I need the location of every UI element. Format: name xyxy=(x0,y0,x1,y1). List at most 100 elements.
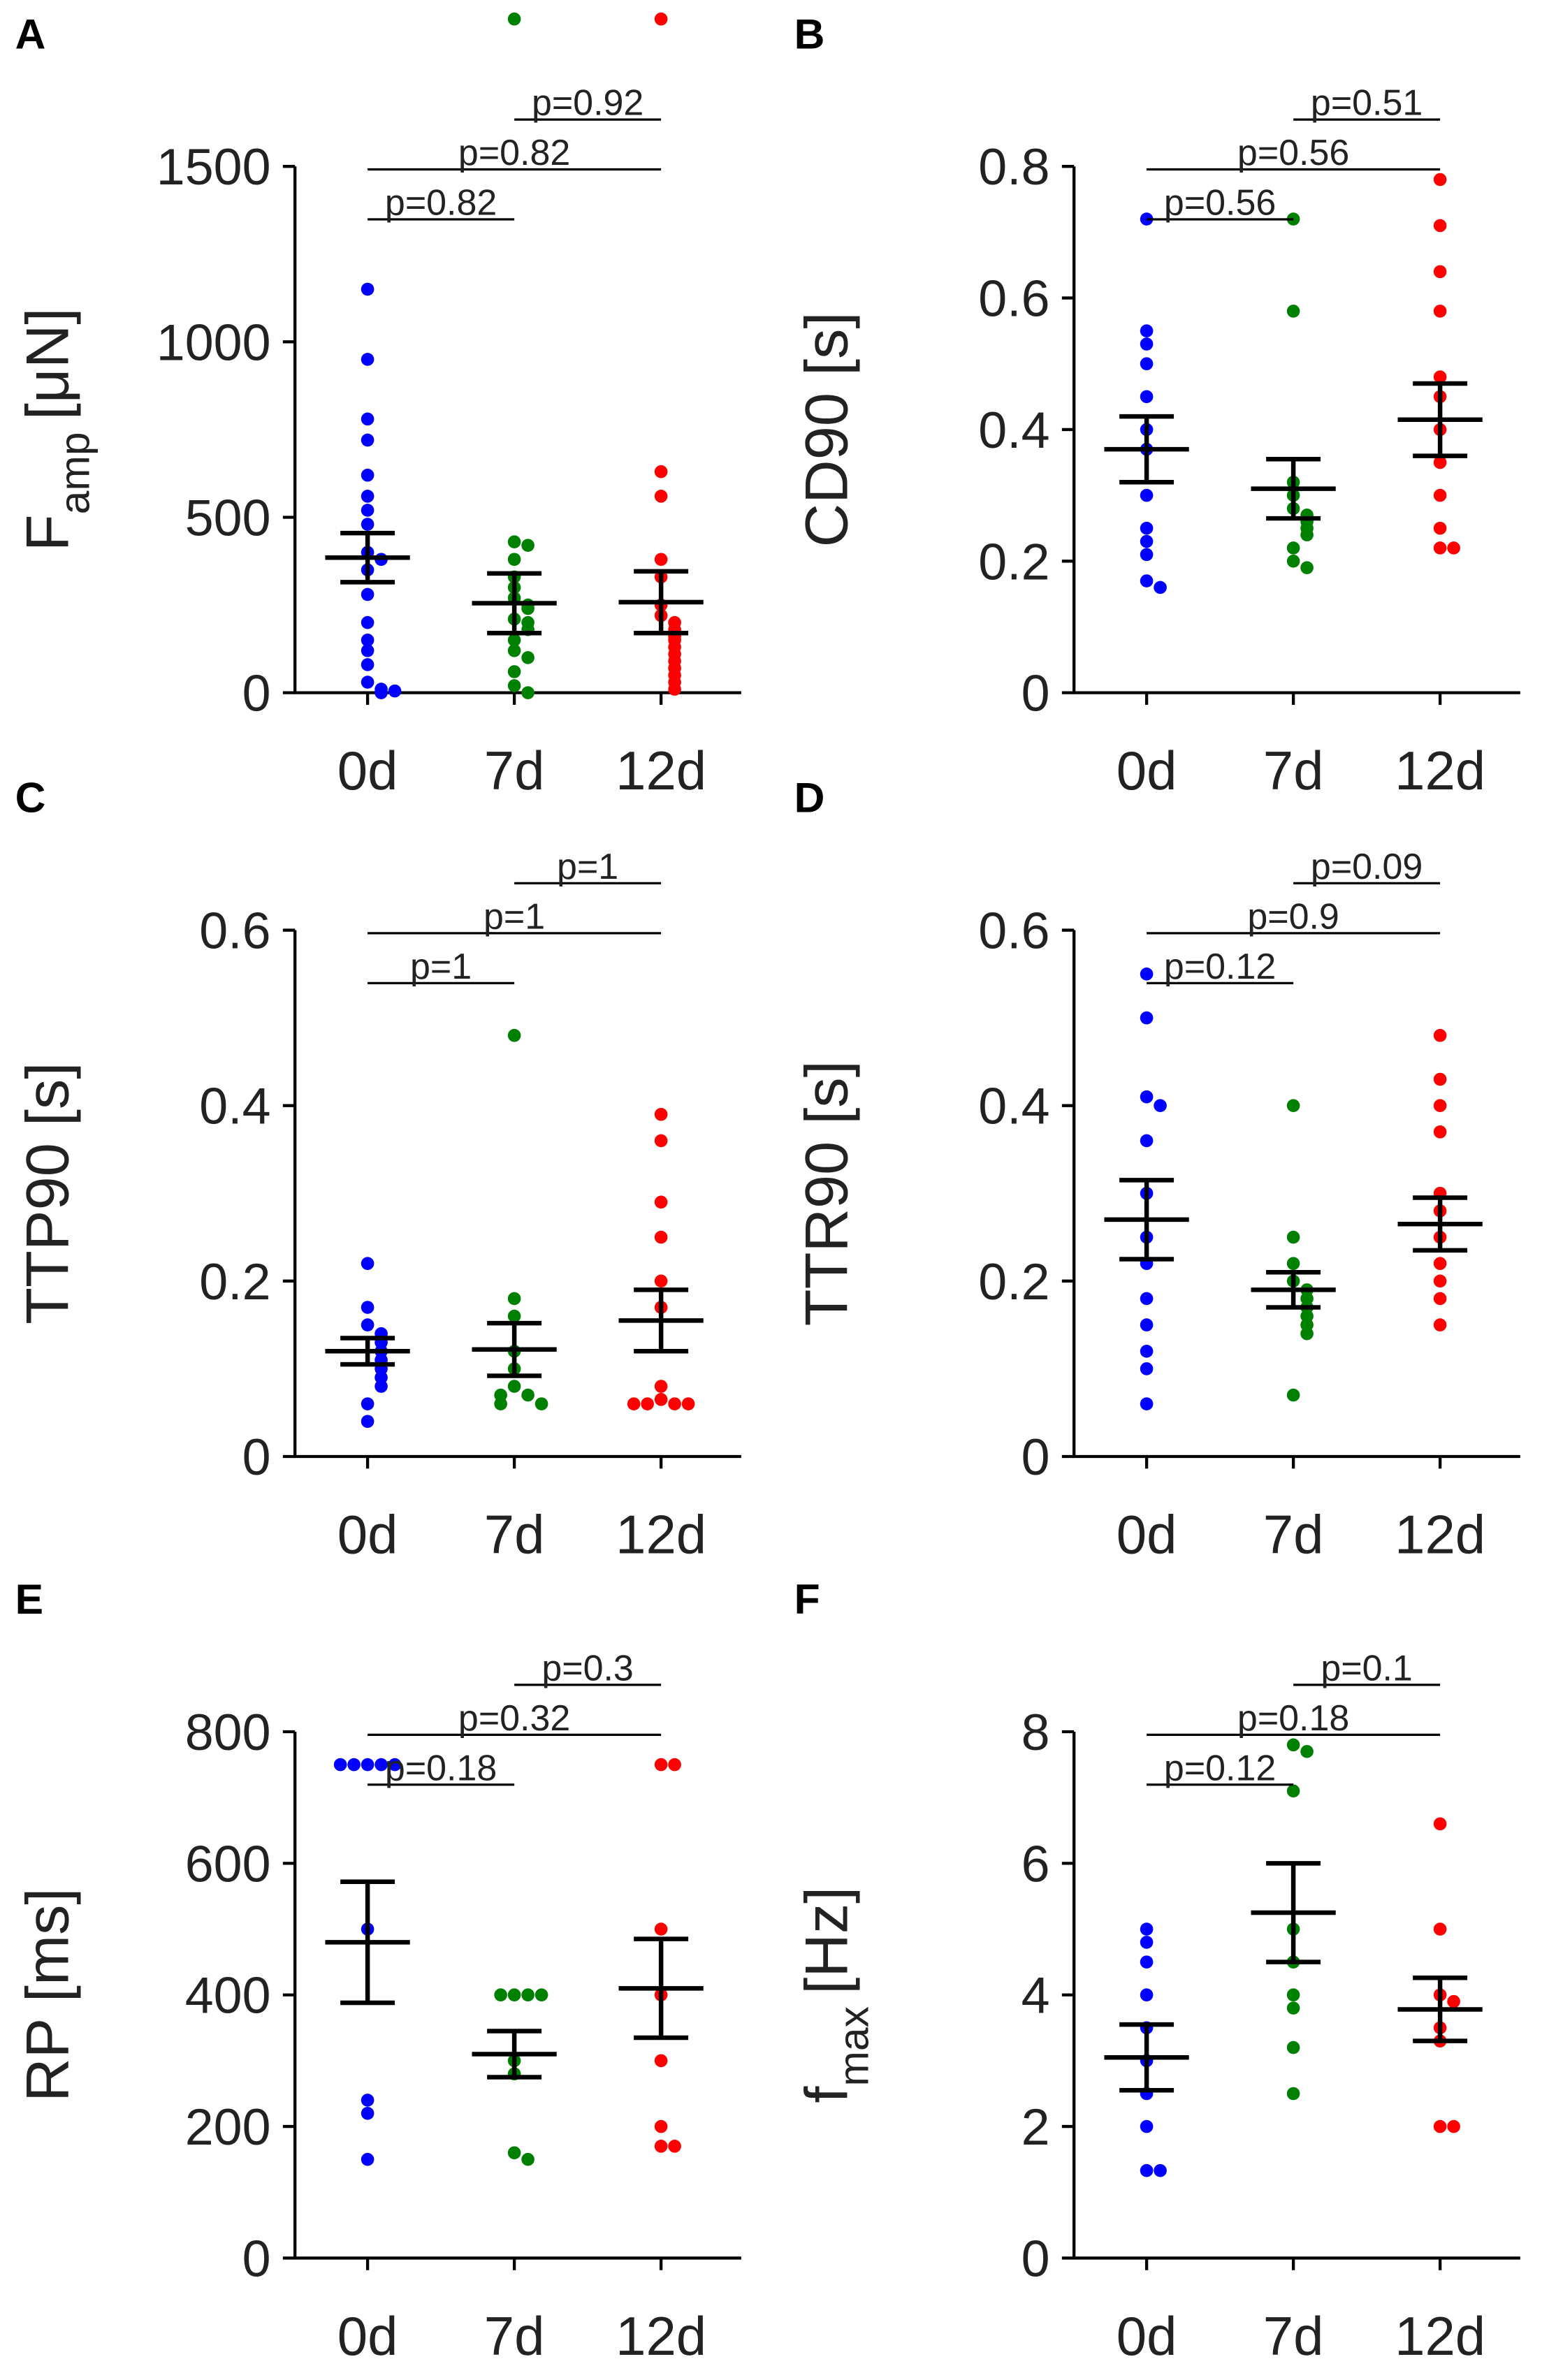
panel: E 0 200 400 600 800 0d 7d 12d RP [ms] p=0.18 p=0.32… xyxy=(14,1575,741,2367)
p-value-label: p=0.82 xyxy=(458,133,570,173)
data-point xyxy=(347,1758,361,1772)
data-point xyxy=(681,1397,695,1410)
data-point xyxy=(1286,1257,1300,1271)
data-point xyxy=(1433,219,1447,233)
error-bar xyxy=(487,2029,542,2080)
p-value-label: p=0.82 xyxy=(385,182,497,223)
data-point xyxy=(668,2140,681,2153)
data-point xyxy=(1286,1738,1300,1752)
y-axis-label: fmax [Hz] xyxy=(793,1887,877,2103)
error-bar xyxy=(340,1879,395,2006)
data-point xyxy=(507,535,521,548)
y-axis-label-part: max xyxy=(830,2006,878,2087)
data-point xyxy=(1286,305,1300,318)
y-axis-label-part: amp xyxy=(51,432,99,514)
x-tick-label: 7d xyxy=(1263,740,1324,801)
x-tick-label: 7d xyxy=(484,2305,545,2367)
y-tick-label: 0 xyxy=(1021,664,1050,722)
data-point xyxy=(641,1397,654,1410)
data-point xyxy=(361,1318,374,1331)
x-tick-label: 12d xyxy=(616,2305,706,2367)
data-point xyxy=(1140,2119,1154,2133)
data-point xyxy=(1140,324,1154,337)
panel-label: B xyxy=(794,10,825,57)
data-point xyxy=(654,1758,668,1772)
data-point xyxy=(507,2146,521,2160)
data-point xyxy=(1140,337,1154,351)
data-point xyxy=(388,1758,402,1772)
x-tick-label: 0d xyxy=(1117,1504,1177,1565)
y-tick-label: 0 xyxy=(242,664,271,722)
y-axis-label-part: f xyxy=(793,2086,860,2103)
x-tick-label: 7d xyxy=(484,740,545,801)
data-point xyxy=(654,1380,668,1393)
data-point xyxy=(361,433,374,447)
data-point xyxy=(1433,265,1447,279)
x-tick-label: 7d xyxy=(484,1504,545,1565)
data-point xyxy=(1300,528,1314,541)
y-tick-label: 200 xyxy=(185,2098,271,2156)
data-point xyxy=(494,1988,507,2002)
data-point xyxy=(507,1380,521,1393)
data-point xyxy=(1140,2163,1154,2177)
x-tick-label: 12d xyxy=(1395,2305,1485,2367)
data-point xyxy=(1433,1257,1447,1271)
error-bar xyxy=(487,1320,542,1378)
panel: C 0 0.2 0.4 0.6 0d 7d 12d TTP90 [s] p=1 p=1 p=1 xyxy=(14,774,741,1565)
y-axis-label-part: CD90 [s] xyxy=(793,312,860,547)
p-value-label: p=0.56 xyxy=(1164,182,1276,223)
y-axis-label: TTP90 [s] xyxy=(14,1063,81,1324)
error-bar xyxy=(1119,414,1175,485)
y-tick-label: 0.4 xyxy=(978,401,1049,459)
data-point xyxy=(654,1922,668,1936)
data-point xyxy=(361,282,374,296)
data-point xyxy=(1140,1922,1154,1936)
data-point xyxy=(1433,173,1447,187)
error-bar xyxy=(1266,1861,1321,1964)
data-point xyxy=(1140,548,1154,562)
y-tick-label: 0.6 xyxy=(199,902,270,960)
y-tick-label: 0 xyxy=(242,2229,271,2287)
p-value-label: p=0.56 xyxy=(1237,133,1349,173)
y-tick-label: 1000 xyxy=(157,313,271,371)
data-point xyxy=(1433,1099,1447,1113)
data-point xyxy=(1140,1292,1154,1306)
data-point xyxy=(521,1388,534,1402)
data-point xyxy=(1433,1292,1447,1306)
error-bar xyxy=(1119,1178,1175,1262)
x-tick-label: 12d xyxy=(616,740,706,801)
panel: B 0 0.2 0.4 0.6 0.8 0d 7d 12d CD90 [s] p=0.56 p=0.5… xyxy=(793,10,1520,801)
error-bar xyxy=(1413,381,1468,458)
panel-label: C xyxy=(15,774,46,822)
data-point xyxy=(668,1397,681,1410)
panel: A 0 500 1000 1500 0d 7d 12d Famp [μN] p=0.82 p=0.82… xyxy=(14,10,741,801)
data-point xyxy=(507,633,521,647)
p-value-label: p=0.32 xyxy=(458,1698,570,1739)
data-point xyxy=(361,1415,374,1429)
data-point xyxy=(1140,1988,1154,2002)
y-tick-label: 1500 xyxy=(157,138,271,196)
x-tick-label: 0d xyxy=(337,2305,398,2367)
data-point xyxy=(654,2119,668,2133)
data-point xyxy=(521,2152,534,2166)
panel-label: F xyxy=(794,1575,820,1623)
data-point xyxy=(654,1393,668,1406)
data-point xyxy=(1140,1397,1154,1410)
data-point xyxy=(361,615,374,629)
data-point xyxy=(1140,968,1154,981)
x-tick-label: 0d xyxy=(1117,740,1177,801)
data-point xyxy=(521,686,534,699)
p-value-label: p=0.51 xyxy=(1311,83,1423,124)
data-point xyxy=(654,465,668,479)
data-point xyxy=(1300,1327,1314,1341)
data-point xyxy=(654,1195,668,1209)
data-point xyxy=(1286,541,1300,555)
data-point xyxy=(361,1758,374,1772)
data-point xyxy=(507,1988,521,2002)
error-bar xyxy=(340,1336,395,1367)
p-value-label: p=0.12 xyxy=(1164,947,1276,987)
y-tick-label: 0 xyxy=(1021,1428,1050,1486)
data-point xyxy=(1140,1955,1154,1969)
data-point xyxy=(534,1988,548,2002)
